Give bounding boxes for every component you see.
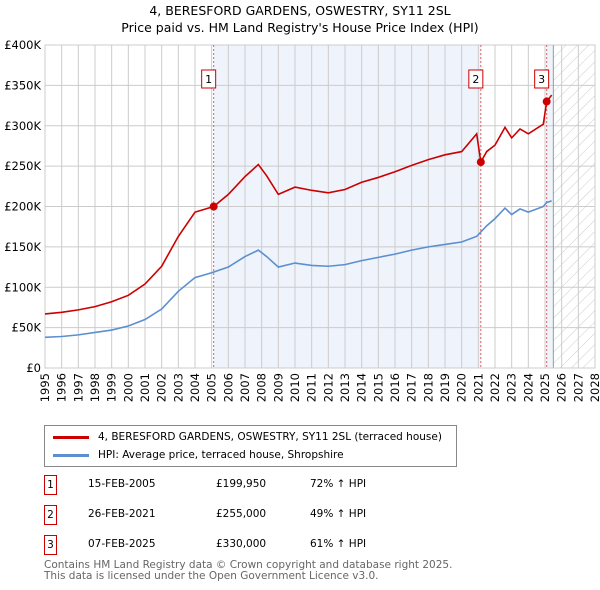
plot-border xyxy=(44,44,596,369)
x-tick-label: 2003 xyxy=(171,373,185,402)
y-tick-label: £100K xyxy=(4,280,41,294)
sale-hpi-change: 61% ↑ HPI xyxy=(310,538,367,550)
x-tick-label: 1996 xyxy=(55,373,69,402)
x-tick-label: 2002 xyxy=(155,373,169,402)
footer-line: This data is licensed under the Open Gov… xyxy=(44,570,379,582)
x-tick-label: 2000 xyxy=(121,373,135,402)
x-tick-label: 1997 xyxy=(71,373,85,402)
chart-title: 4, BERESFORD GARDENS, OSWESTRY, SY11 2SL… xyxy=(0,2,600,36)
sale-price: £330,000 xyxy=(216,538,267,550)
footer: Contains HM Land Registry data © Crown c… xyxy=(44,560,452,582)
x-tick-label: 2005 xyxy=(205,373,219,402)
x-tick-label: 2013 xyxy=(338,373,352,402)
x-tick-label: 2018 xyxy=(421,373,435,402)
x-tick-label: 2028 xyxy=(588,373,600,402)
x-tick-label: 2006 xyxy=(221,373,235,402)
hpi-line xyxy=(44,200,552,339)
sale-label-box xyxy=(534,69,550,89)
sale-date: 26-FEB-2021 xyxy=(88,508,156,520)
y-tick-label: £50K xyxy=(12,321,42,335)
plot-area: 1995 1996 1997 1998 1999 2000 2001 2002 2003 2004… xyxy=(4,38,600,402)
sale-point xyxy=(209,202,218,211)
legend-swatch-property xyxy=(53,435,89,439)
x-tick-label: 2015 xyxy=(371,373,385,402)
legend-label-property: 4, BERESFORD GARDENS, OSWESTRY, SY11 2SL… xyxy=(98,431,442,443)
sale-price: £255,000 xyxy=(216,508,267,520)
sale-number: 1 xyxy=(44,475,57,495)
x-tick-label: 2016 xyxy=(388,373,402,402)
y-tick-label: £0 xyxy=(26,361,41,375)
x-tick-label: 1995 xyxy=(38,373,52,402)
chart-title-text: 4, BERESFORD GARDENS, OSWESTRY, SY11 2SL xyxy=(149,3,451,18)
x-tick-label: 2024 xyxy=(521,373,535,402)
x-tick-label: 2020 xyxy=(455,373,469,402)
x-tick-label: 2011 xyxy=(305,373,319,402)
sale-hpi-change: 49% ↑ HPI xyxy=(310,508,367,520)
x-tick-label: 2019 xyxy=(438,373,452,402)
chart-subtitle: Price paid vs. HM Land Registry's House … xyxy=(121,20,479,35)
x-tick-label: 2012 xyxy=(321,373,335,402)
x-tick-label: 1999 xyxy=(105,373,119,402)
legend-item-property: 4, BERESFORD GARDENS, OSWESTRY, SY11 2SL… xyxy=(53,429,442,445)
legend-swatch-hpi xyxy=(53,453,89,457)
footer-line: Contains HM Land Registry data © Crown c… xyxy=(44,559,453,571)
x-tick-label: 2008 xyxy=(255,373,269,402)
x-tick-label: 2022 xyxy=(488,373,502,402)
y-tick-label: £150K xyxy=(4,240,41,254)
sale-point xyxy=(476,158,485,167)
x-tick-label: 2010 xyxy=(288,373,302,402)
x-tick-label: 2026 xyxy=(555,373,569,402)
x-tick-label: 2023 xyxy=(505,373,519,402)
sale-number: 3 xyxy=(44,535,57,555)
sale-hpi-change: 72% ↑ HPI xyxy=(310,478,367,490)
y-tick-label: £350K xyxy=(4,78,41,92)
sale-point xyxy=(542,97,551,106)
sale-label: 2 xyxy=(472,73,479,86)
sale-label-box xyxy=(468,69,484,89)
y-tick-label: £200K xyxy=(4,200,41,214)
x-tick-label: 2025 xyxy=(538,373,552,402)
sale-date: 15-FEB-2005 xyxy=(88,478,156,490)
x-tick-label: 2001 xyxy=(138,373,152,402)
y-tick-label: £300K xyxy=(4,119,41,133)
sale-number: 2 xyxy=(44,505,57,525)
sale-price: £199,950 xyxy=(216,478,267,490)
x-tick-label: 1998 xyxy=(88,373,102,402)
sale-date: 07-FEB-2025 xyxy=(88,538,156,550)
legend: 4, BERESFORD GARDENS, OSWESTRY, SY11 2SL… xyxy=(44,425,457,467)
x-tick-label: 2007 xyxy=(238,373,252,402)
sale-label: 3 xyxy=(538,73,545,86)
sale-label: 1 xyxy=(205,73,212,86)
x-tick-label: 2017 xyxy=(405,373,419,402)
x-tick-label: 2014 xyxy=(355,373,369,402)
x-tick-label: 2004 xyxy=(188,373,202,402)
legend-item-hpi: HPI: Average price, terraced house, Shro… xyxy=(53,447,344,463)
x-tick-label: 2021 xyxy=(471,373,485,402)
legend-label-hpi: HPI: Average price, terraced house, Shro… xyxy=(98,449,344,461)
y-tick-label: £250K xyxy=(4,159,41,173)
property-price-line xyxy=(44,94,553,315)
x-tick-label: 2027 xyxy=(571,373,585,402)
sale-label-box xyxy=(201,69,217,89)
x-tick-label: 2009 xyxy=(271,373,285,402)
y-tick-label: £400K xyxy=(4,38,41,52)
